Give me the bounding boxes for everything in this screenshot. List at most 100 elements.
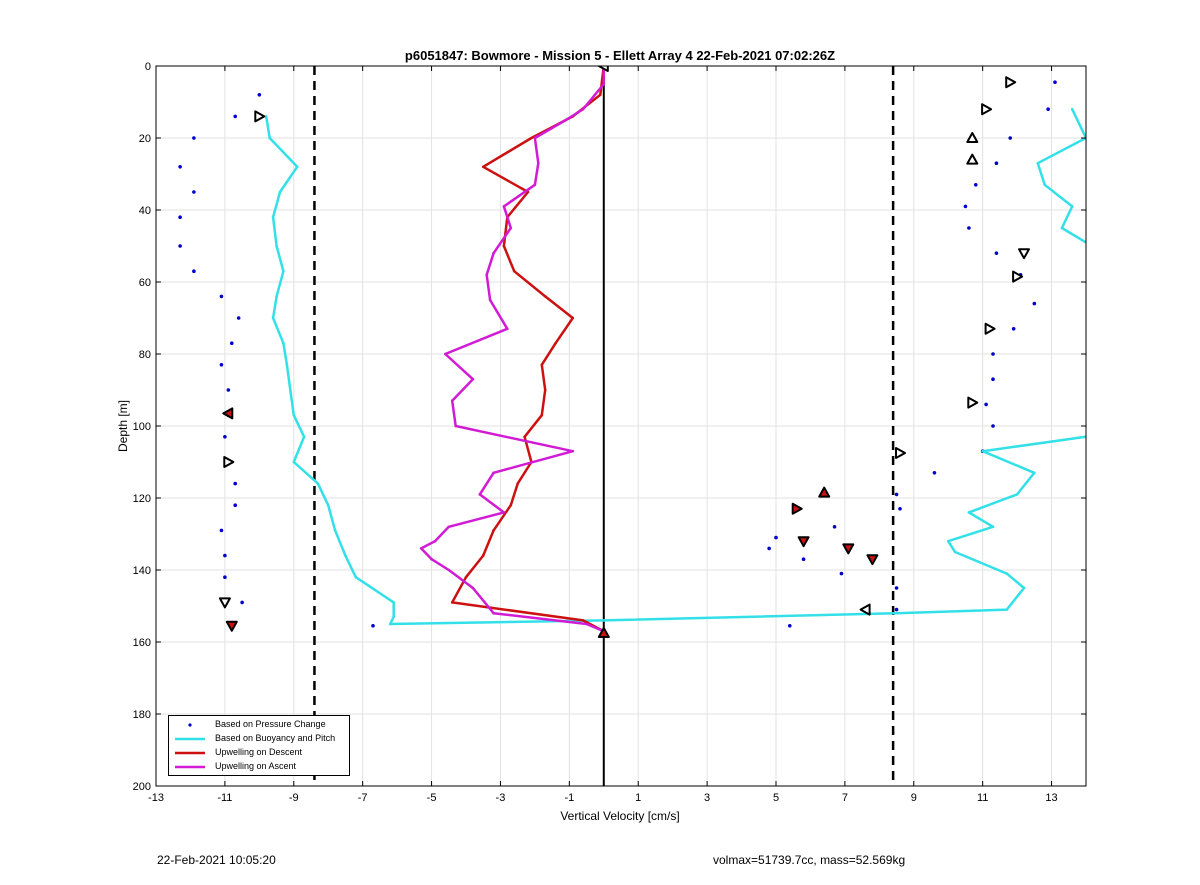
chart-title: p6051847: Bowmore - Mission 5 - Ellett A… — [405, 48, 835, 63]
y-axis-label: Depth [m] — [116, 400, 130, 452]
pressure-change-point — [192, 269, 196, 274]
pressure-change-point — [894, 607, 899, 612]
pressure-change-point — [233, 114, 238, 119]
pressure-change-point — [1032, 301, 1037, 306]
x-axis-label: Vertical Velocity [cm/s] — [560, 809, 679, 823]
based-on-buoyancy-and-pitch-vertex — [967, 511, 971, 514]
pressure-change-point — [223, 553, 227, 558]
upwelling-on-descent-vertex — [481, 554, 485, 557]
upwelling-on-ascent-vertex — [471, 377, 475, 381]
y-tick-label: 180 — [133, 709, 151, 721]
x-tick-label: -7 — [358, 792, 368, 804]
upwelling-on-descent-vertex — [464, 575, 468, 579]
triangle-marker — [597, 627, 610, 638]
triangle-marker — [1005, 76, 1017, 89]
pressure-change-point — [1053, 80, 1057, 84]
triangle-marker — [1018, 248, 1030, 260]
pressure-change-point — [1046, 107, 1050, 111]
upwelling-on-descent-vertex — [571, 316, 575, 320]
pressure-change-point — [774, 535, 778, 540]
upwelling-on-ascent-vertex — [485, 273, 488, 277]
triangle-marker — [818, 486, 831, 498]
upwelling-on-ascent-vertex — [447, 525, 451, 529]
pressure-change-point — [178, 244, 182, 248]
based-on-buoyancy-and-pitch-vertex — [1070, 107, 1074, 111]
legend-line-icon — [175, 765, 205, 769]
pressure-change-point — [839, 571, 844, 576]
footer-timestamp: 22-Feb-2021 10:05:20 — [157, 853, 276, 867]
based-on-buoyancy-and-pitch-vertex — [1043, 183, 1046, 187]
pressure-change-point — [991, 377, 995, 382]
based-on-buoyancy-and-pitch-vertex — [333, 529, 337, 532]
triangle-marker — [866, 554, 879, 566]
upwelling-on-descent-vertex — [543, 388, 547, 392]
upwelling-on-ascent-line — [419, 66, 606, 633]
based-on-buoyancy-and-pitch-vertex — [1015, 493, 1019, 496]
based-on-buoyancy-and-pitch-vertex — [278, 190, 282, 194]
triangle-marker — [984, 322, 996, 335]
upwelling-on-ascent-vertex — [454, 424, 457, 428]
y-tick-label: 160 — [133, 637, 151, 649]
based-on-buoyancy-and-pitch-vertex — [344, 554, 347, 557]
pressure-change-point — [223, 575, 227, 579]
grid-lines — [155, 65, 1086, 787]
y-tick-label: 40 — [139, 205, 151, 217]
upwelling-on-ascent-vertex — [602, 82, 606, 86]
legend-entry-pressure: Based on Pressure Change — [169, 718, 349, 732]
pressure-change-point — [371, 624, 375, 628]
upwelling-on-descent-vertex — [512, 269, 516, 273]
triangle-marker — [597, 66, 609, 72]
pressure-change-point — [219, 294, 224, 299]
based-on-buoyancy-and-pitch-vertex — [981, 449, 984, 453]
x-tick-label: 3 — [704, 792, 710, 804]
pressure-change-point — [898, 507, 902, 511]
upwelling-on-ascent-vertex — [533, 136, 537, 140]
upwelling-on-descent-vertex — [481, 165, 485, 169]
reference-lines — [313, 66, 895, 786]
pressure-change-point — [233, 481, 238, 486]
pressure-change-point — [257, 93, 262, 97]
upwelling-on-ascent-vertex — [471, 586, 475, 590]
pressure-change-point — [967, 226, 971, 230]
x-tick-label: -3 — [496, 792, 506, 804]
upwelling-on-ascent-vertex — [419, 547, 423, 550]
pressure-change-point — [894, 586, 899, 590]
pressure-change-point — [932, 471, 937, 475]
based-on-buoyancy-and-pitch-vertex — [326, 503, 330, 507]
based-on-buoyancy-and-pitch-vertex — [271, 316, 275, 320]
legend-line-icon — [175, 737, 205, 741]
triangle-marker — [222, 407, 234, 420]
triangle-marker — [791, 502, 803, 515]
upwelling-on-descent-vertex — [581, 619, 585, 622]
x-tick-label: 11 — [977, 792, 988, 804]
triangle-marker — [225, 620, 238, 632]
upwelling-on-descent-vertex — [492, 529, 495, 532]
based-on-buoyancy-and-pitch-vertex — [295, 165, 299, 169]
upwelling-on-descent-vertex — [599, 93, 602, 97]
triangle-markers — [218, 66, 1030, 638]
pressure-change-point — [832, 525, 837, 529]
x-tick-label: 5 — [773, 792, 779, 804]
based-on-buoyancy-and-pitch-vertex — [946, 539, 950, 543]
y-tick-label: 200 — [133, 781, 151, 793]
based-on-buoyancy-and-pitch-vertex — [268, 136, 271, 140]
x-tick-label: 9 — [911, 792, 917, 804]
based-on-buoyancy-and-pitch-vertex — [302, 435, 306, 439]
upwelling-on-descent-vertex — [540, 413, 544, 417]
legend-label: Upwelling on Ascent — [215, 761, 297, 771]
y-tick-label: 80 — [139, 349, 151, 361]
pressure-change-point — [192, 190, 196, 194]
based-on-buoyancy-and-pitch-vertex — [895, 611, 898, 615]
pressure-change-point — [219, 528, 224, 533]
pressure-change-point — [1008, 136, 1013, 140]
upwelling-on-descent-vertex — [516, 482, 519, 485]
upwelling-on-ascent-vertex — [585, 622, 588, 626]
upwelling-on-descent-vertex — [543, 295, 547, 298]
pressure-change-point — [192, 136, 196, 140]
footer-stats: volmax=51739.7cc, mass=52.569kg — [713, 853, 906, 867]
pressure-change-point — [787, 624, 792, 628]
triangle-marker — [218, 597, 231, 609]
upwelling-on-ascent-vertex — [492, 471, 495, 475]
based-on-buoyancy-and-pitch-vertex — [392, 615, 395, 619]
pressure-change-point — [994, 251, 999, 255]
